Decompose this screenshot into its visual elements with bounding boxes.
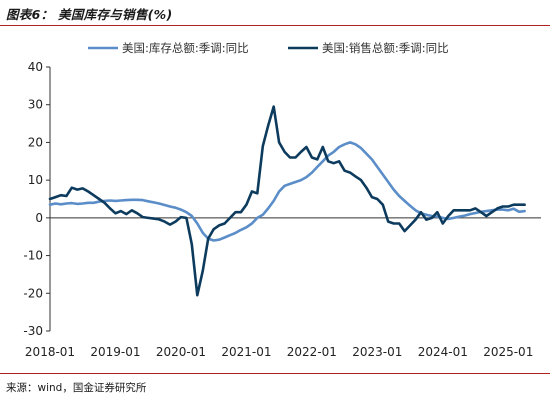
y-tick-label: -30 (23, 324, 43, 338)
x-tick-label: 2020-01 (156, 345, 206, 359)
inventory-yoy-line (48, 141, 526, 242)
x-tick-label: 2021-01 (221, 345, 271, 359)
x-tick-label: 2025-01 (483, 345, 533, 359)
y-tick-label: -10 (23, 249, 43, 263)
source-note: 来源：wind，国金证券研究所 (6, 382, 147, 394)
y-tick-label: 10 (28, 173, 43, 187)
y-tick-label: 0 (35, 211, 43, 225)
y-tick-label: 30 (28, 98, 43, 112)
x-tick-label: 2024-01 (418, 345, 468, 359)
title-divider (0, 25, 550, 26)
x-tick-label: 2019-01 (90, 345, 140, 359)
y-tick-label: -20 (23, 286, 43, 300)
x-tick-label: 2023-01 (352, 345, 402, 359)
legend-label-inventory: 美国:库存总额:季调:同比 (122, 41, 249, 55)
y-tick-label: 40 (28, 60, 43, 74)
x-tick-label: 2022-01 (287, 345, 337, 359)
footer-divider (0, 373, 550, 374)
y-tick-label: 20 (28, 135, 43, 149)
figure-title: 图表6： 美国库存与销售(%) (6, 7, 173, 22)
sales-yoy-line (48, 105, 526, 297)
legend-label-sales: 美国:销售总额:季调:同比 (322, 41, 449, 55)
x-tick-label: 2018-01 (25, 345, 75, 359)
